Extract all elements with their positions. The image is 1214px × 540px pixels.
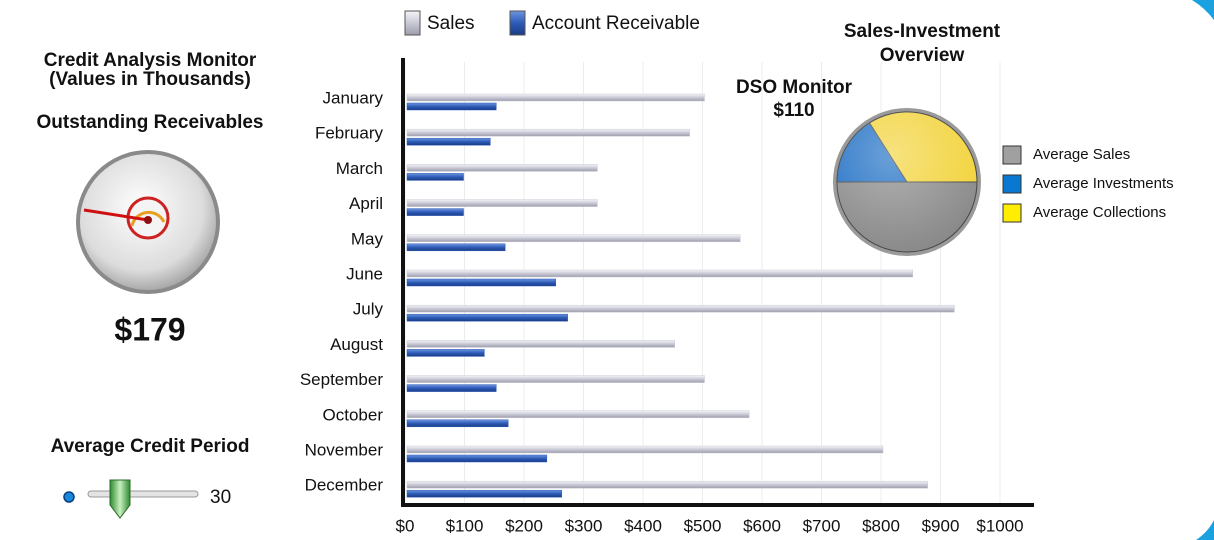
bar	[406, 208, 464, 216]
corner-decoration	[1196, 520, 1214, 540]
bar	[406, 480, 928, 489]
legend-swatch	[1002, 203, 1022, 223]
y-tick-label: January	[323, 88, 384, 107]
gauge-title: Outstanding Receivables	[36, 112, 263, 133]
bar	[406, 313, 568, 322]
bar-chart: $0 $100 $200 $300 $400 $500 $600 $700 $800 $900 $1…	[300, 10, 1034, 535]
x-tick-label: $0	[396, 516, 415, 535]
legend-swatch	[1002, 174, 1022, 194]
y-tick-label: November	[305, 440, 384, 459]
bar	[406, 234, 741, 243]
bar	[406, 243, 506, 252]
bar	[406, 454, 548, 463]
bar	[406, 375, 705, 383]
bar	[406, 102, 497, 111]
bar	[406, 304, 955, 313]
bar	[406, 410, 750, 419]
slider-label: Average Credit Period	[51, 436, 250, 457]
bar	[406, 340, 675, 348]
x-tick-label: $200	[505, 516, 543, 535]
slider-thumb[interactable]	[109, 479, 131, 519]
pie-chart: Average Sales Average Investments Average …	[833, 108, 1174, 256]
legend-swatch	[509, 10, 526, 36]
y-tick-label: May	[351, 229, 384, 248]
bar	[406, 278, 556, 287]
gauge-value: $179	[114, 311, 185, 347]
y-tick-label: February	[315, 124, 384, 143]
y-tick-label: October	[323, 405, 384, 424]
pie-title: Sales-Investment Overview	[843, 21, 1001, 66]
y-tick-label: December	[305, 476, 384, 495]
y-tick-label: June	[346, 264, 383, 283]
y-tick-label: April	[349, 194, 383, 213]
slider-track[interactable]	[87, 490, 199, 498]
y-tick-label: March	[336, 159, 383, 178]
bar	[406, 349, 485, 357]
bar	[406, 419, 509, 428]
y-tick-label: August	[330, 335, 383, 354]
bar	[406, 489, 562, 498]
x-tick-label: $800	[862, 516, 900, 535]
dashboard-subtitle: (Values in Thousands)	[49, 69, 251, 90]
x-tick-label: $900	[922, 516, 960, 535]
bar	[406, 384, 497, 392]
legend-label: Average Collections	[1033, 204, 1166, 221]
gauge	[76, 150, 220, 294]
slider-indicator	[63, 491, 75, 503]
corner-decoration	[1192, 0, 1214, 20]
gauge-needle	[83, 208, 149, 222]
legend-label: Average Investments	[1033, 175, 1174, 192]
dso-title: DSO Monitor	[736, 77, 853, 98]
x-tick-label: $1000	[976, 516, 1023, 535]
pie-shine	[837, 112, 977, 252]
legend-swatch	[1002, 145, 1022, 165]
x-tick-label: $100	[446, 516, 484, 535]
bar	[406, 269, 913, 278]
gauge-hub	[144, 216, 152, 224]
gauge-band	[130, 210, 166, 227]
x-tick-label: $700	[803, 516, 841, 535]
bar	[406, 445, 884, 454]
x-tick-label: $500	[684, 516, 722, 535]
x-tick-label: $600	[743, 516, 781, 535]
x-tick-label: $400	[624, 516, 662, 535]
bar	[406, 164, 598, 172]
y-tick-label: July	[353, 300, 384, 319]
y-tick-label: September	[300, 370, 383, 389]
legend-label: Sales	[427, 13, 475, 34]
slider-value: 30	[210, 487, 231, 508]
legend-label: Account Receivable	[532, 13, 700, 34]
bar	[406, 199, 598, 207]
legend-label: Average Sales	[1033, 146, 1130, 163]
legend-swatch	[404, 10, 421, 36]
bar	[406, 137, 491, 146]
dso-value: $110	[773, 100, 814, 121]
bar	[406, 93, 705, 102]
dashboard-title: Credit Analysis Monitor	[44, 50, 257, 71]
x-tick-label: $300	[565, 516, 603, 535]
bar	[406, 173, 464, 181]
bar	[406, 128, 690, 137]
